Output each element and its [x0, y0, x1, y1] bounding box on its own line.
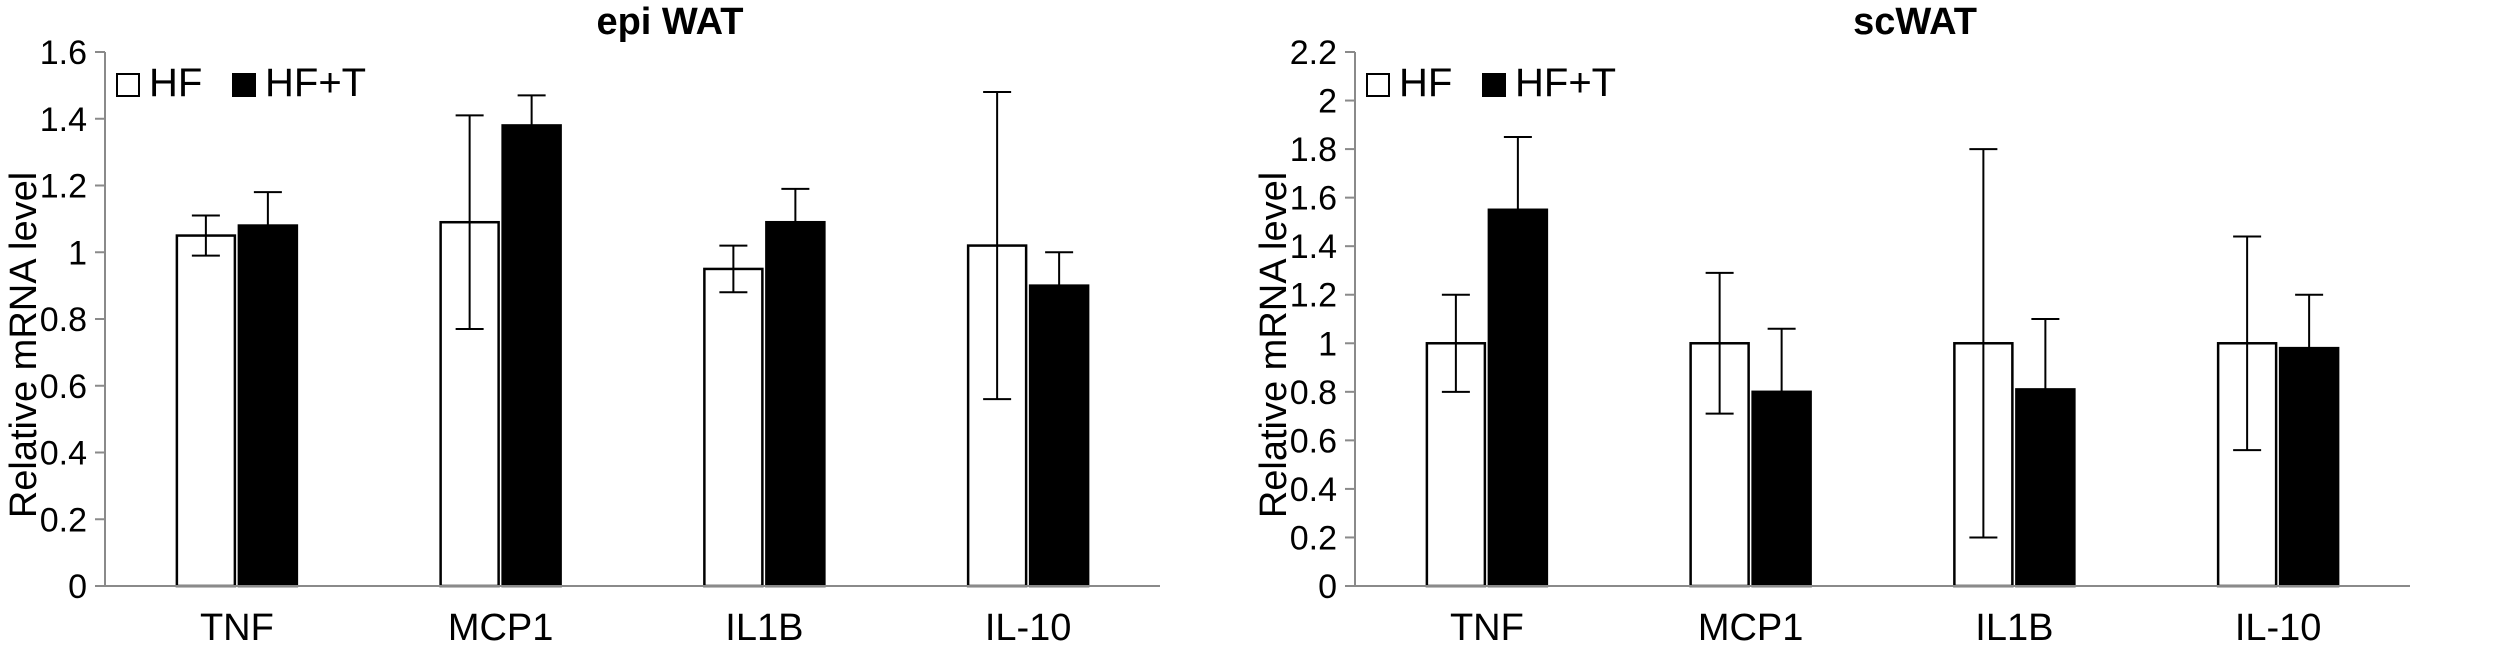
y-tick-label: 1.4: [40, 101, 87, 139]
x-tick-label: MCP1: [448, 607, 554, 647]
y-tick-label: 1.4: [1290, 228, 1337, 266]
x-tick-label: TNF: [200, 607, 274, 647]
legend-label: HF+T: [265, 61, 366, 105]
y-axis-label: Relative mRNA level: [3, 172, 45, 518]
y-tick-label: 0.6: [40, 368, 87, 406]
y-tick-label: 0.4: [1290, 471, 1337, 509]
legend-swatch: [232, 73, 256, 97]
bar-hf-t: [237, 224, 299, 588]
legend-swatch: [116, 73, 140, 97]
y-tick-label: 1: [68, 234, 87, 272]
x-tick-label: MCP1: [1698, 607, 1804, 647]
x-tick-label: IL-10: [2235, 607, 2322, 647]
y-tick-label: 1.6: [1290, 180, 1337, 218]
y-tick-label: 1: [1318, 325, 1337, 363]
y-tick-label: 2.2: [1290, 34, 1337, 72]
y-tick-label: 0.2: [1290, 519, 1337, 557]
bar-hf: [175, 234, 237, 588]
legend-label: HF: [149, 61, 202, 105]
y-tick-label: 1.2: [1290, 277, 1337, 315]
legend-swatch: [1482, 73, 1506, 97]
legend-swatch: [1366, 73, 1390, 97]
chart-scwat: scWAT Relative mRNA level 0 0.2 0.4 0.6 0.8 1…: [1253, 1, 2410, 647]
y-axis-label: Relative mRNA level: [1253, 172, 1295, 518]
x-tick-label: TNF: [1450, 607, 1524, 647]
bar-hf: [703, 267, 764, 588]
chart-epi-wat: epi WAT Relative mRNA level 0 0.2 0.4 0.6 0.…: [3, 1, 1160, 647]
x-tick-label: IL-10: [985, 607, 1072, 647]
bar-hf-t: [1028, 284, 1090, 588]
bar-hf-t: [501, 124, 562, 588]
y-tick-label: 2: [1318, 83, 1337, 121]
x-tick-label: IL1B: [1975, 607, 2053, 647]
y-tick-label: 0.6: [1290, 422, 1337, 460]
chart-title: epi WAT: [596, 1, 743, 43]
legend-label: HF: [1399, 61, 1452, 105]
y-tick-label: 0.4: [40, 435, 87, 473]
y-tick-label: 1.2: [40, 168, 87, 206]
y-tick-label: 0.8: [40, 301, 87, 339]
chart-title: scWAT: [1853, 1, 1977, 43]
y-tick-label: 1.6: [40, 34, 87, 72]
legend-label: HF+T: [1515, 61, 1616, 105]
y-tick-label: 0.8: [1290, 374, 1337, 412]
x-tick-label: IL1B: [725, 607, 803, 647]
y-tick-label: 1.8: [1290, 131, 1337, 169]
y-tick-label: 0.2: [40, 501, 87, 539]
bar-hf-t: [765, 220, 826, 588]
y-tick-label: 0: [68, 568, 87, 606]
y-tick-label: 0: [1318, 568, 1337, 606]
